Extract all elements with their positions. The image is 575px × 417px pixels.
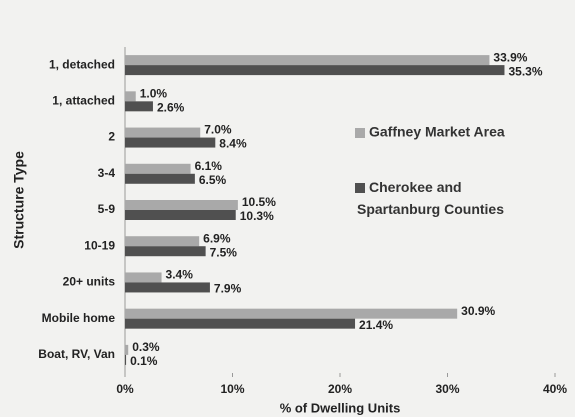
bar xyxy=(125,163,191,174)
y-tick-label: Boat, RV, Van xyxy=(38,347,115,361)
y-axis-title: Structure Type xyxy=(11,151,27,249)
bar xyxy=(125,236,200,247)
bar xyxy=(125,308,458,319)
legend-swatch xyxy=(355,183,365,193)
bar xyxy=(125,210,236,220)
bar xyxy=(125,127,201,138)
bar xyxy=(125,282,210,293)
x-tick-label: 0% xyxy=(116,382,134,396)
bar xyxy=(125,200,238,210)
bar xyxy=(125,272,162,283)
legend-label: Gaffney Market Area xyxy=(369,124,505,140)
value-label: 21.4% xyxy=(359,318,393,332)
x-tick-label: 20% xyxy=(328,382,352,396)
y-tick-label: 1, attached xyxy=(52,94,115,108)
value-label: 3.4% xyxy=(166,268,194,282)
bar xyxy=(125,91,136,102)
legend-swatch xyxy=(355,128,365,138)
y-tick-label: 1, detached xyxy=(49,57,115,71)
bar xyxy=(125,137,216,148)
y-tick-label: 3-4 xyxy=(98,166,116,180)
bar xyxy=(125,318,356,329)
y-tick-label: 20+ units xyxy=(63,275,116,289)
value-label: 10.3% xyxy=(240,209,274,223)
y-tick-label: Mobile home xyxy=(42,311,116,325)
bar xyxy=(125,101,153,112)
value-label: 10.5% xyxy=(242,195,276,209)
x-tick-label: 30% xyxy=(435,382,459,396)
value-label: 8.4% xyxy=(219,137,247,151)
value-label: 2.6% xyxy=(157,101,185,115)
bar xyxy=(125,246,206,257)
bar xyxy=(125,55,490,66)
x-tick-label: 40% xyxy=(543,382,567,396)
y-tick-label: 2 xyxy=(108,130,115,144)
value-label: 0.1% xyxy=(130,354,158,368)
bar xyxy=(125,344,129,355)
bar xyxy=(125,65,505,76)
value-label: 1.0% xyxy=(140,87,168,101)
value-label: 0.3% xyxy=(132,340,160,354)
x-tick-label: 10% xyxy=(220,382,244,396)
value-label: 33.9% xyxy=(493,50,527,64)
bar xyxy=(125,173,195,184)
y-tick-label: 5-9 xyxy=(98,202,116,216)
x-axis-title: % of Dwelling Units xyxy=(280,400,401,415)
bar xyxy=(125,354,127,365)
value-label: 7.0% xyxy=(204,123,232,137)
value-label: 6.5% xyxy=(199,173,227,187)
value-label: 35.3% xyxy=(508,64,542,78)
y-tick-label: 10-19 xyxy=(84,238,115,252)
legend-label: Cherokee and Spartanburg Counties xyxy=(357,179,504,217)
value-label: 6.1% xyxy=(195,159,223,173)
value-label: 6.9% xyxy=(203,231,231,245)
value-label: 7.5% xyxy=(210,245,238,259)
value-label: 7.9% xyxy=(214,282,242,296)
value-label: 30.9% xyxy=(461,304,495,318)
